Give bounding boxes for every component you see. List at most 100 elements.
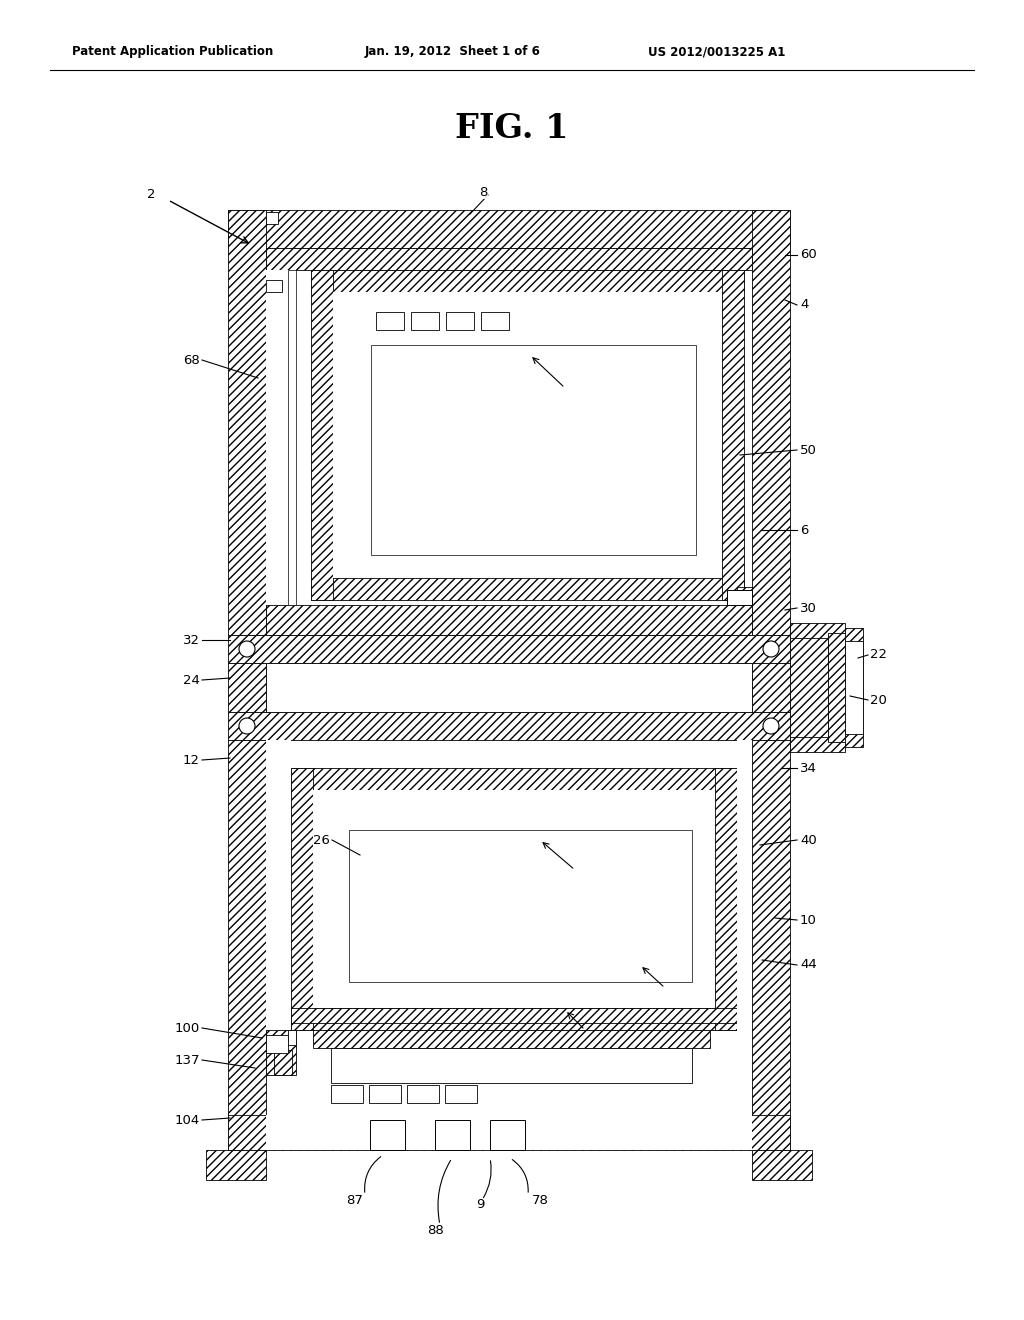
Text: Patent Application Publication: Patent Application Publication bbox=[72, 45, 273, 58]
Bar bbox=[266, 280, 288, 310]
Bar bbox=[333, 292, 722, 578]
Text: 9: 9 bbox=[476, 1199, 484, 1212]
Bar bbox=[353, 554, 714, 573]
Bar bbox=[331, 1085, 362, 1104]
Bar bbox=[411, 312, 439, 330]
Text: 10: 10 bbox=[800, 913, 817, 927]
Bar bbox=[228, 210, 266, 635]
Bar bbox=[490, 1119, 525, 1150]
Text: 2: 2 bbox=[146, 189, 155, 202]
Bar bbox=[790, 634, 828, 742]
Bar bbox=[228, 711, 790, 741]
Bar bbox=[349, 830, 692, 982]
Bar bbox=[266, 310, 288, 335]
Bar bbox=[268, 338, 292, 360]
Text: 100: 100 bbox=[175, 1022, 200, 1035]
Bar bbox=[845, 628, 863, 747]
Text: 20: 20 bbox=[870, 693, 887, 706]
Bar bbox=[752, 1150, 812, 1180]
Circle shape bbox=[239, 642, 255, 657]
Bar bbox=[266, 663, 752, 711]
Bar bbox=[331, 982, 710, 1001]
Bar bbox=[288, 271, 296, 605]
Bar bbox=[228, 663, 266, 711]
Bar bbox=[266, 271, 296, 605]
Bar bbox=[313, 789, 715, 1008]
Circle shape bbox=[239, 718, 255, 734]
Text: 8: 8 bbox=[479, 186, 488, 198]
Circle shape bbox=[763, 718, 779, 734]
Bar bbox=[228, 635, 790, 663]
Bar bbox=[331, 1048, 692, 1082]
Bar bbox=[737, 741, 752, 1150]
Bar bbox=[722, 271, 744, 601]
Bar bbox=[266, 768, 290, 1030]
Bar bbox=[790, 623, 845, 638]
Text: 6: 6 bbox=[800, 524, 808, 536]
Bar bbox=[715, 768, 737, 1030]
Text: 22: 22 bbox=[870, 648, 887, 661]
Text: 87: 87 bbox=[346, 1193, 364, 1206]
Text: 104: 104 bbox=[175, 1114, 200, 1126]
Text: 44: 44 bbox=[800, 958, 817, 972]
Bar bbox=[291, 768, 313, 1030]
Bar bbox=[331, 812, 710, 830]
Bar bbox=[331, 812, 349, 1001]
Text: 4: 4 bbox=[800, 298, 808, 312]
Bar bbox=[266, 280, 282, 292]
Bar bbox=[266, 605, 752, 635]
Bar bbox=[266, 248, 752, 271]
Bar bbox=[266, 1030, 296, 1074]
Bar bbox=[790, 737, 845, 752]
Text: US 2012/0013225 A1: US 2012/0013225 A1 bbox=[648, 45, 785, 58]
Text: 12: 12 bbox=[183, 754, 200, 767]
Text: 50: 50 bbox=[800, 444, 817, 457]
Bar bbox=[313, 1030, 710, 1048]
Bar bbox=[228, 210, 790, 248]
Bar bbox=[752, 663, 790, 711]
Bar bbox=[752, 210, 790, 635]
Text: 88: 88 bbox=[427, 1224, 443, 1237]
Bar bbox=[266, 741, 291, 1030]
Bar bbox=[288, 1030, 296, 1045]
Bar bbox=[311, 578, 744, 601]
Text: 137: 137 bbox=[174, 1053, 200, 1067]
Bar bbox=[266, 213, 278, 224]
Text: 68: 68 bbox=[183, 354, 200, 367]
Bar bbox=[696, 327, 714, 573]
Text: 32: 32 bbox=[183, 634, 200, 647]
Text: Jan. 19, 2012  Sheet 1 of 6: Jan. 19, 2012 Sheet 1 of 6 bbox=[365, 45, 541, 58]
Text: 24: 24 bbox=[183, 673, 200, 686]
Text: 30: 30 bbox=[800, 602, 817, 615]
Text: FIG. 1: FIG. 1 bbox=[456, 111, 568, 144]
Bar bbox=[274, 1049, 292, 1074]
Bar bbox=[737, 768, 752, 1030]
Bar bbox=[376, 312, 404, 330]
Bar bbox=[752, 741, 790, 1150]
Bar bbox=[353, 327, 714, 345]
Text: 26: 26 bbox=[313, 833, 330, 846]
Bar bbox=[206, 1150, 266, 1180]
Bar bbox=[481, 312, 509, 330]
Bar bbox=[845, 642, 863, 734]
Text: 60: 60 bbox=[800, 248, 817, 261]
Bar bbox=[407, 1085, 439, 1104]
Bar bbox=[371, 345, 696, 554]
Bar bbox=[311, 271, 744, 292]
Bar bbox=[828, 634, 848, 742]
Bar bbox=[692, 812, 710, 1001]
Bar bbox=[370, 1119, 406, 1150]
Text: 78: 78 bbox=[531, 1193, 549, 1206]
Bar bbox=[266, 1035, 288, 1053]
Bar bbox=[737, 587, 752, 605]
Bar bbox=[266, 1115, 752, 1150]
Bar bbox=[228, 741, 266, 1150]
Bar bbox=[369, 1085, 401, 1104]
Circle shape bbox=[763, 642, 779, 657]
Bar bbox=[446, 312, 474, 330]
Bar bbox=[291, 1008, 737, 1023]
Bar bbox=[228, 1115, 790, 1150]
Bar bbox=[353, 327, 371, 573]
Bar bbox=[291, 1008, 737, 1030]
Bar bbox=[727, 590, 752, 605]
